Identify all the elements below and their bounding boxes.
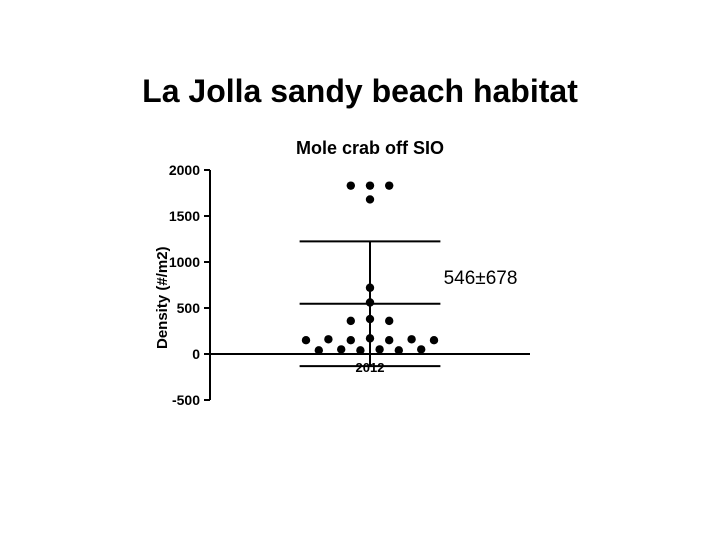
data-point: [347, 336, 355, 344]
y-tick-label: 500: [177, 300, 210, 316]
data-point: [407, 335, 415, 343]
mean-sd-annotation: 546±678: [444, 268, 518, 290]
data-point: [366, 195, 374, 203]
data-point: [430, 336, 438, 344]
y-tick-label: 0: [192, 346, 210, 362]
data-point: [395, 346, 403, 354]
data-point: [417, 345, 425, 353]
data-point: [385, 317, 393, 325]
y-tick-label: 1000: [169, 254, 210, 270]
data-point: [385, 181, 393, 189]
x-axis-label: 2012: [356, 360, 385, 375]
y-tick-label: -500: [172, 392, 210, 408]
data-point: [324, 335, 332, 343]
chart-title: Mole crab off SIO: [210, 138, 530, 159]
data-point: [347, 181, 355, 189]
data-point: [366, 181, 374, 189]
data-point: [315, 346, 323, 354]
data-point: [366, 298, 374, 306]
data-point: [347, 317, 355, 325]
data-point: [375, 345, 383, 353]
y-tick-label: 1500: [169, 208, 210, 224]
data-point: [366, 334, 374, 342]
data-point: [356, 346, 364, 354]
data-point: [385, 336, 393, 344]
slide-title: La Jolla sandy beach habitat: [0, 73, 720, 110]
data-point: [337, 345, 345, 353]
data-point: [366, 315, 374, 323]
y-tick-label: 2000: [169, 162, 210, 178]
data-point: [302, 336, 310, 344]
data-point: [366, 284, 374, 292]
chart-area: Mole crab off SIO Density (#/m2) 546±678…: [210, 170, 530, 400]
